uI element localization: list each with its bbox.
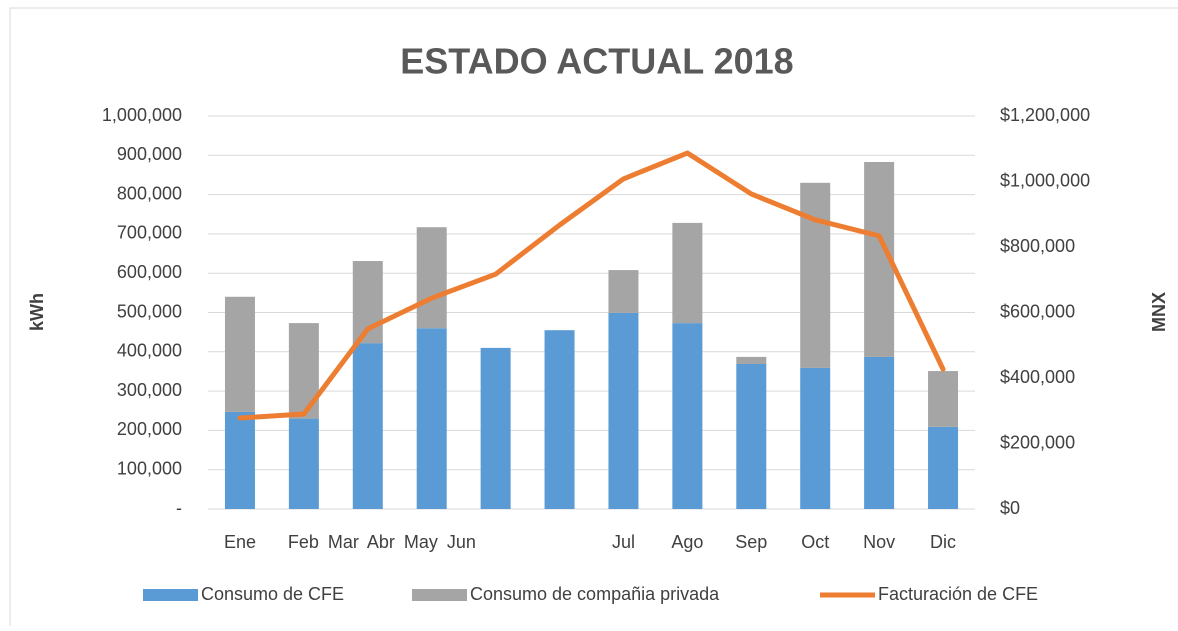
y-tick-label: - [176, 498, 182, 518]
x-tick-label: Dic [930, 532, 956, 552]
bar-segment [288, 323, 319, 419]
bar-segment [928, 371, 959, 427]
legend-swatch [412, 589, 467, 601]
bar-segment [224, 296, 255, 412]
y2-tick-label: $600,000 [1000, 301, 1075, 321]
bar-segment [800, 367, 831, 509]
y2-tick-label: $1,000,000 [1000, 170, 1090, 190]
y-tick-label: 400,000 [117, 341, 182, 361]
bar-segment [608, 312, 639, 509]
x-tick-label: Sep [735, 532, 767, 552]
legend-label: Consumo de CFE [201, 584, 344, 604]
y-tick-label: 500,000 [117, 301, 182, 321]
legend-label: Facturación de CFE [878, 584, 1038, 604]
bar-segment [352, 343, 383, 509]
legend-label: Consumo de compañia privada [470, 584, 720, 604]
y-tick-label: 600,000 [117, 262, 182, 282]
bar-segment [800, 182, 831, 368]
y2-tick-label: $800,000 [1000, 236, 1075, 256]
y2-tick-label: $0 [1000, 498, 1020, 518]
y-tick-label: 200,000 [117, 419, 182, 439]
bar-segment [288, 418, 319, 509]
y2-tick-label: $1,200,000 [1000, 105, 1090, 125]
bar-segment [608, 270, 639, 313]
y-tick-label: 800,000 [117, 183, 182, 203]
legend-swatch [143, 589, 198, 601]
y2-tick-label: $200,000 [1000, 432, 1075, 452]
y-tick-label: 900,000 [117, 144, 182, 164]
bar-segment [736, 356, 767, 364]
x-tick-label: Oct [801, 532, 829, 552]
line-series [237, 150, 946, 421]
bar-segment [416, 328, 447, 509]
bar-segment [224, 411, 255, 509]
x-tick-label: Ene [224, 532, 256, 552]
bar-segment [480, 347, 511, 509]
chart-frame [9, 7, 1178, 631]
bar-segment [544, 330, 575, 509]
y-tick-label: 700,000 [117, 223, 182, 243]
bar-segment [864, 356, 895, 509]
y2-tick-label: $400,000 [1000, 367, 1075, 387]
x-tick-label: Nov [863, 532, 895, 552]
y-tick-label: 300,000 [117, 380, 182, 400]
bar-segment [672, 323, 703, 509]
x-tick-label: Feb Mar Abr May Jun [288, 532, 476, 552]
bar-segment [736, 363, 767, 509]
bar-segment [416, 227, 447, 329]
y-tick-label: 100,000 [117, 458, 182, 478]
y2-axis-title: MNX [1149, 292, 1169, 332]
x-tick-label: Jul [612, 532, 635, 552]
bar-segment [928, 426, 959, 509]
chart-title: ESTADO ACTUAL 2018 [400, 41, 793, 82]
y-axis-title: kWh [27, 293, 47, 331]
x-tick-label: Ago [671, 532, 703, 552]
y-tick-label: 1,000,000 [102, 105, 182, 125]
bar-segment [672, 222, 703, 324]
